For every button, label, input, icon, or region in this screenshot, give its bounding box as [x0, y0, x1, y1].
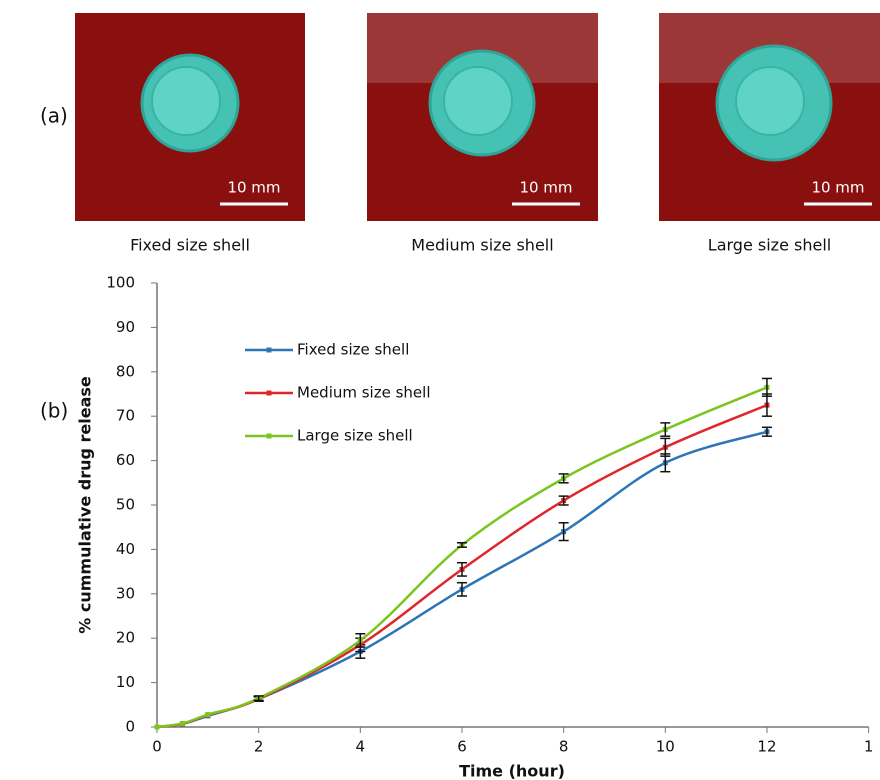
tablet	[736, 67, 804, 135]
series-line	[157, 387, 767, 727]
x-tick-label: 0	[152, 738, 162, 756]
x-tick-label: 12	[757, 738, 776, 756]
scale-bar-label: 10 mm	[519, 179, 572, 197]
marker	[155, 725, 160, 730]
legend-label: Fixed size shell	[297, 341, 409, 359]
error-bar	[457, 563, 467, 576]
tablet	[444, 67, 512, 135]
x-tick-label: 8	[559, 738, 569, 756]
error-bar	[762, 394, 772, 416]
legend-marker	[267, 348, 272, 353]
x-tick-label: 1	[864, 738, 874, 756]
panel-label: (a)	[40, 104, 68, 128]
y-tick-label: 100	[106, 274, 135, 292]
legend-marker	[267, 391, 272, 396]
error-bar	[660, 423, 670, 436]
page: {"panel_a": {"label": "(a)", "images": […	[0, 0, 880, 780]
photo-caption: Fixed size shell	[130, 236, 250, 255]
x-tick-label: 4	[356, 738, 366, 756]
y-tick-label: 50	[116, 496, 135, 514]
panel-label: (b)	[40, 399, 68, 423]
photo-caption: Large size shell	[708, 236, 831, 255]
x-tick-label: 6	[457, 738, 467, 756]
marker	[205, 712, 210, 717]
x-tick-label: 2	[254, 738, 264, 756]
legend-marker	[267, 434, 272, 439]
error-bar	[457, 583, 467, 596]
y-tick-label: 0	[125, 718, 135, 736]
x-axis-title: Time (hour)	[459, 762, 565, 780]
marker	[180, 721, 185, 726]
y-tick-label: 20	[116, 629, 135, 647]
tablet	[152, 67, 220, 135]
x-tick-label: 10	[656, 738, 675, 756]
error-bar	[559, 523, 569, 541]
y-tick-label: 40	[116, 540, 135, 558]
y-tick-label: 90	[116, 318, 135, 336]
y-tick-label: 80	[116, 362, 135, 380]
series-line	[157, 432, 767, 727]
y-tick-label: 70	[116, 407, 135, 425]
y-axis-title: % cummulative drug release	[76, 376, 95, 634]
y-tick-label: 30	[116, 584, 135, 602]
y-tick-label: 60	[116, 451, 135, 469]
legend-label: Large size shell	[297, 427, 413, 445]
y-tick-label: 10	[116, 673, 135, 691]
scale-bar-label: 10 mm	[811, 179, 864, 197]
scale-bar-label: 10 mm	[227, 179, 280, 197]
photo-caption: Medium size shell	[411, 236, 553, 255]
figure: (a) (b) % cummulative drug release Time …	[0, 0, 880, 780]
legend-label: Medium size shell	[297, 384, 430, 402]
error-bar	[457, 543, 467, 547]
